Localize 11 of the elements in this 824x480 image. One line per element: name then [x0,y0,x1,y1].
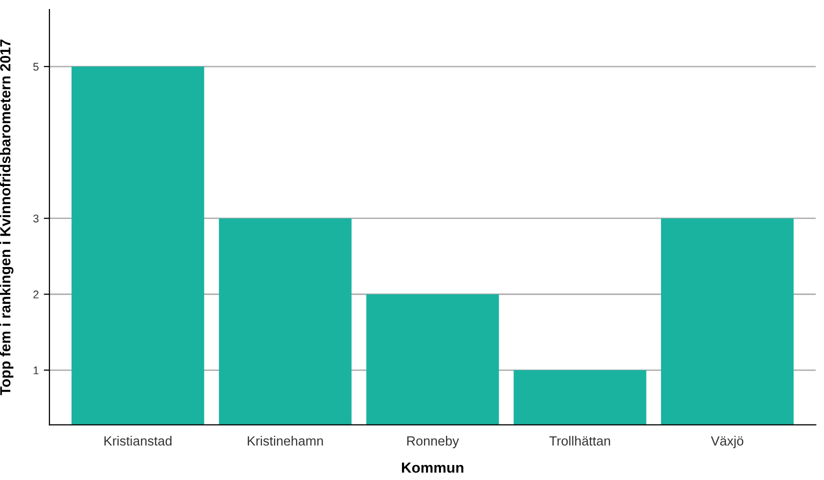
x-tick-label: Kristianstad [104,436,172,446]
x-axis-title: Kommun [402,462,464,473]
x-tick-label: Trollhättan [549,436,610,446]
y-tick-label: 1 [34,366,38,374]
x-tick-label: Ronneby [407,436,459,448]
y-tick-label: 5 [33,62,39,71]
y-tick-label: 3 [33,214,39,222]
y-axis-title: Topp fem i rankingen i Kvinnofridsbarometern 2017 [0,40,14,396]
y-tick-label: 2 [33,290,38,298]
x-tick-label: Växjö [710,436,744,448]
x-tick-label: Kristinehamn [248,436,323,446]
